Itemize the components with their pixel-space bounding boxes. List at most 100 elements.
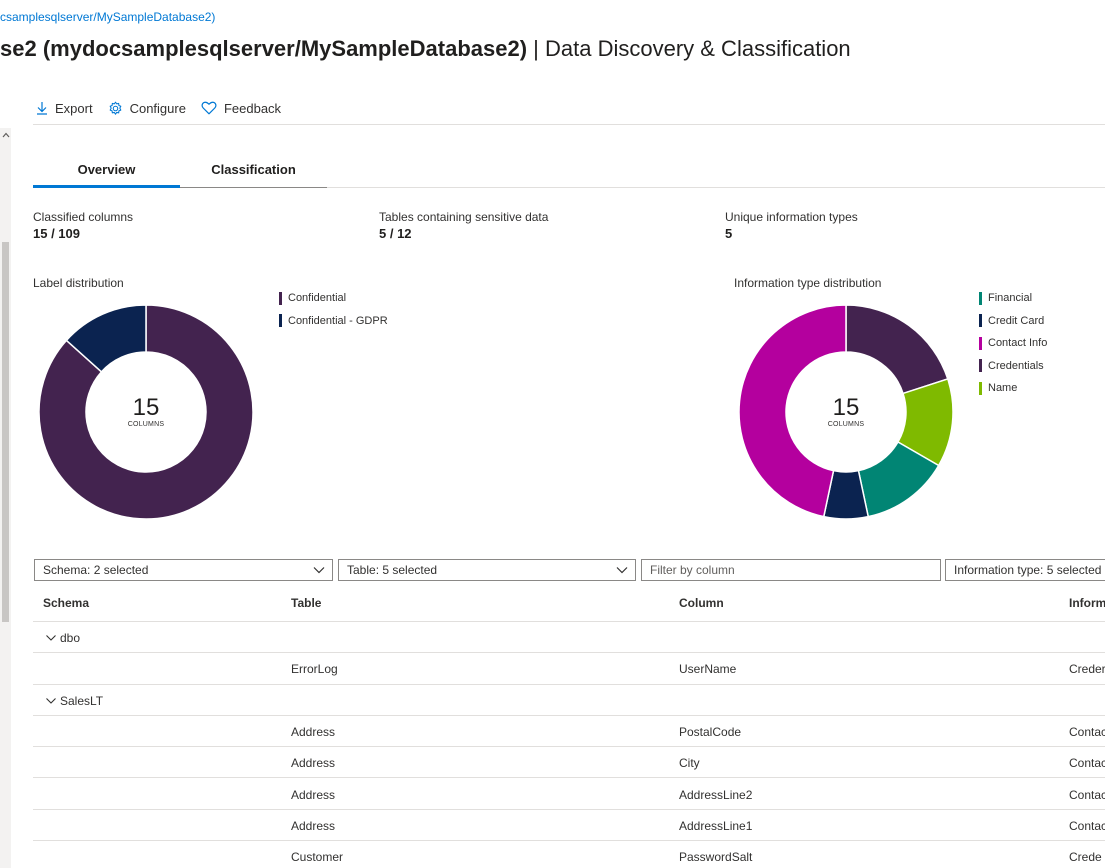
cell-table: Address <box>291 724 336 739</box>
blade-title: Data Discovery & Classification <box>545 36 851 61</box>
cell-table: Address <box>291 756 336 771</box>
label-chart-legend: Confidential Confidential - GDPR <box>279 287 388 332</box>
tab-divider <box>180 187 327 188</box>
table-filter-dropdown[interactable]: Table: 5 selected <box>338 559 636 581</box>
column-header-table[interactable]: Table <box>291 596 322 610</box>
page-title: se2 (mydocsamplesqlserver/MySampleDataba… <box>0 36 851 62</box>
legend-swatch <box>279 291 282 305</box>
tab-classification[interactable]: Classification <box>211 161 296 177</box>
stat-label: Unique information types <box>725 210 858 224</box>
tab-overview[interactable]: Overview <box>77 161 136 177</box>
download-icon <box>37 102 47 115</box>
export-label: Export <box>55 100 93 116</box>
center-unit: COLUMNS <box>827 421 865 428</box>
info-type-filter-dropdown[interactable]: Information type: 5 selected <box>945 559 1105 581</box>
cell-info-type: Contac <box>1069 787 1105 802</box>
legend-label: Confidential - GDPR <box>288 314 388 327</box>
legend-swatch <box>979 291 982 305</box>
cell-info-type: Crede <box>1069 850 1102 865</box>
stat-label: Tables containing sensitive data <box>379 210 549 224</box>
cell-column: City <box>679 756 700 771</box>
cell-table: Customer <box>291 850 344 865</box>
tab-divider-rest <box>327 187 1105 188</box>
column-header-column[interactable]: Column <box>679 596 724 610</box>
donut-slice-contact-info[interactable] <box>738 304 847 518</box>
schema-filter-value: Schema: 2 selected <box>43 563 149 577</box>
legend-item[interactable]: Credentials <box>979 355 1047 378</box>
legend-label: Name <box>988 382 1018 395</box>
table-row[interactable]: Address AddressLine1 Contac <box>33 810 1105 842</box>
scroll-up-arrow-icon[interactable] <box>0 128 11 142</box>
gear-icon <box>109 101 121 115</box>
heart-icon <box>201 101 217 115</box>
info-type-filter-value: Information type: 5 selected <box>954 563 1102 577</box>
stat-value: 15 / 109 <box>33 226 80 241</box>
donut-slice-confidential[interactable] <box>38 304 254 520</box>
chevron-down-icon <box>313 567 325 574</box>
legend-swatch <box>979 314 982 328</box>
table-row[interactable]: Address City Contac <box>33 747 1105 779</box>
group-row-saleslt[interactable]: SalesLT <box>33 685 1105 716</box>
legend-item[interactable]: Contact Info <box>979 332 1047 355</box>
breadcrumb[interactable]: csamplesqlserver/MySampleDatabase2) <box>0 10 216 24</box>
table-row[interactable]: ErrorLog UserName Creder <box>33 653 1105 685</box>
column-header-information-type[interactable]: Inform <box>1069 596 1105 610</box>
cell-column: UserName <box>679 662 737 677</box>
center-value: 15 <box>832 394 860 421</box>
label-distribution-donut <box>38 304 254 520</box>
info-chart-legend: Financial Credit Card Contact Info Crede… <box>979 287 1047 400</box>
feedback-button[interactable]: Feedback <box>201 101 281 116</box>
group-toggle[interactable]: dbo <box>45 631 80 645</box>
legend-label: Credit Card <box>988 314 1045 327</box>
label-chart-center: 15 COLUMNS <box>106 394 186 429</box>
toolbar: Export Configure Feedback <box>36 97 296 119</box>
center-unit: COLUMNS <box>127 421 165 428</box>
configure-label: Configure <box>129 100 186 116</box>
center-value: 15 <box>132 394 160 421</box>
legend-item[interactable]: Confidential <box>279 287 388 310</box>
stat-value: 5 <box>725 226 733 241</box>
legend-swatch <box>979 336 982 350</box>
group-toggle[interactable]: SalesLT <box>45 694 103 708</box>
chevron-down-icon <box>46 635 56 641</box>
scrollbar-thumb[interactable] <box>2 242 9 622</box>
legend-item[interactable]: Credit Card <box>979 310 1047 333</box>
toolbar-divider <box>33 124 1105 125</box>
group-label: SalesLT <box>60 693 104 708</box>
legend-item[interactable]: Confidential - GDPR <box>279 310 388 333</box>
header-divider <box>33 621 1105 622</box>
title-separator: | <box>527 36 545 61</box>
schema-filter-dropdown[interactable]: Schema: 2 selected <box>34 559 333 581</box>
donut-slice-credentials[interactable] <box>845 304 949 395</box>
table-filter-value: Table: 5 selected <box>347 563 438 577</box>
table-row[interactable]: Address PostalCode Contac <box>33 716 1105 748</box>
column-filter-placeholder: Filter by column <box>650 563 735 577</box>
legend-item[interactable]: Name <box>979 377 1047 400</box>
tab-bar: Overview Classification <box>33 150 327 188</box>
cell-table: Address <box>291 818 336 833</box>
table-row[interactable]: Customer PasswordSalt Crede <box>33 841 1105 868</box>
stat-value: 5 / 12 <box>379 226 412 241</box>
legend-label: Financial <box>988 292 1033 305</box>
info-type-distribution-donut <box>738 304 954 520</box>
donut-slice-confidential-gdpr[interactable] <box>65 304 147 373</box>
export-button[interactable]: Export <box>36 101 93 116</box>
stat-tables-sensitive: Tables containing sensitive data 5 / 12 <box>379 210 548 241</box>
column-header-schema[interactable]: Schema <box>43 596 90 610</box>
legend-item[interactable]: Financial <box>979 287 1047 310</box>
group-row-dbo[interactable]: dbo <box>33 622 1105 654</box>
legend-label: Credentials <box>988 359 1044 372</box>
legend-swatch <box>979 359 982 373</box>
configure-button[interactable]: Configure <box>108 101 186 116</box>
database-name: se2 (mydocsamplesqlserver/MySampleDataba… <box>0 36 528 61</box>
cell-column: PostalCode <box>679 724 742 739</box>
chevron-down-icon <box>46 697 56 704</box>
table-row[interactable]: Address AddressLine2 Contac <box>33 779 1105 810</box>
cell-column: AddressLine2 <box>679 787 753 802</box>
column-filter-input[interactable]: Filter by column <box>641 559 941 581</box>
legend-label: Confidential <box>288 292 347 305</box>
cell-column: AddressLine1 <box>679 818 753 833</box>
feedback-label: Feedback <box>223 100 282 116</box>
cell-table: ErrorLog <box>291 662 338 677</box>
cell-table: Address <box>291 787 336 802</box>
